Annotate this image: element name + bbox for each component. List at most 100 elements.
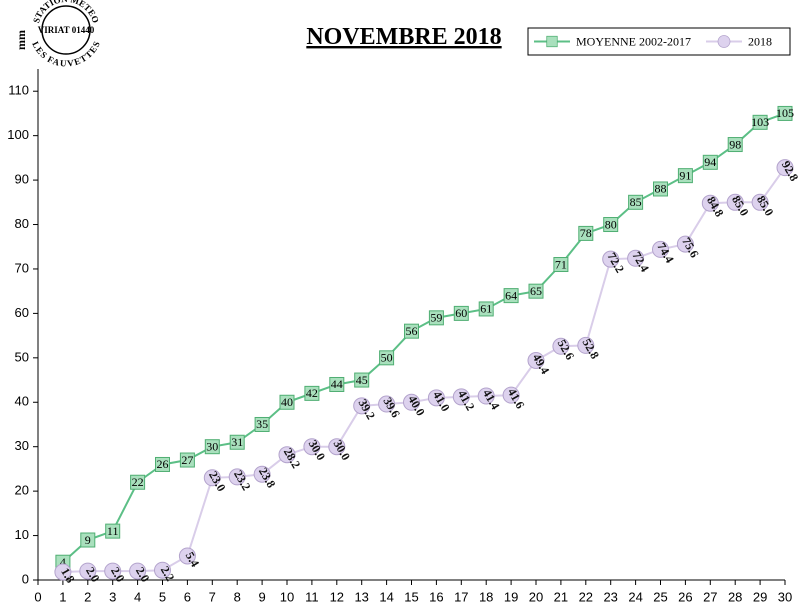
marker [727, 137, 743, 153]
marker [427, 389, 445, 407]
y-tick-label: 30 [15, 438, 29, 453]
data-label: 35 [256, 417, 268, 431]
x-tick-label: 21 [554, 589, 568, 604]
marker [553, 257, 569, 273]
y-tick-label: 20 [15, 483, 29, 498]
data-label: 2.2 [158, 564, 178, 584]
data-label: 50 [381, 351, 393, 365]
legend-marker [546, 35, 558, 48]
marker [303, 438, 321, 456]
marker [777, 105, 793, 121]
legend-marker [717, 35, 731, 48]
marker [204, 439, 220, 455]
data-label: 9 [85, 533, 91, 547]
x-tick-label: 5 [159, 589, 166, 604]
marker [478, 301, 494, 317]
x-tick-label: 19 [504, 589, 518, 604]
data-label: 103 [751, 115, 769, 129]
x-tick-label: 20 [529, 589, 543, 604]
chart-title: NOVEMBRE 2018 [306, 24, 501, 50]
y-tick-label: 90 [15, 172, 29, 187]
x-tick-label: 30 [778, 589, 792, 604]
marker [503, 288, 519, 304]
marker [677, 168, 693, 184]
marker [452, 388, 470, 406]
marker [403, 393, 420, 411]
marker [552, 337, 570, 355]
marker [602, 250, 620, 268]
marker [577, 336, 595, 354]
marker [502, 386, 520, 404]
x-tick-label: 15 [404, 589, 418, 604]
data-label: 60 [455, 306, 467, 320]
x-tick-label: 18 [479, 589, 493, 604]
marker [105, 523, 121, 539]
y-axis-label: mm [14, 30, 28, 50]
marker [155, 456, 170, 472]
y-tick-label: 110 [8, 83, 29, 98]
y-tick-label: 80 [15, 216, 29, 231]
x-tick-label: 4 [134, 589, 141, 604]
marker [129, 562, 147, 580]
data-label: 80 [605, 217, 617, 231]
marker [328, 438, 346, 456]
data-label: 71 [555, 257, 567, 271]
x-tick-label: 1 [59, 589, 66, 604]
x-tick-label: 14 [379, 589, 393, 604]
legend-box [527, 27, 791, 56]
data-label: 26 [157, 457, 169, 471]
y-tick-label: 50 [15, 349, 29, 364]
marker [726, 193, 744, 211]
marker [428, 310, 444, 326]
x-tick-label: 13 [354, 589, 368, 604]
data-label: 22 [132, 475, 144, 489]
x-tick-label: 11 [305, 589, 319, 604]
x-tick-label: 17 [454, 589, 468, 604]
marker [203, 469, 221, 487]
marker [653, 181, 668, 197]
y-tick-label: 60 [15, 305, 29, 320]
data-label: 85 [630, 195, 642, 209]
marker [652, 240, 669, 258]
x-tick-label: 0 [34, 589, 41, 604]
marker [304, 385, 320, 401]
marker [179, 452, 195, 468]
logo-top-text: STATION METEO [31, 0, 101, 24]
data-label: 5.4 [183, 549, 203, 569]
marker [379, 350, 395, 366]
data-label: 2.0 [108, 564, 128, 584]
marker [527, 351, 545, 369]
marker [378, 395, 396, 413]
marker [104, 562, 122, 580]
x-tick-label: 6 [184, 589, 191, 604]
data-label: 64 [505, 288, 517, 302]
data-label: 31 [231, 435, 243, 449]
data-label: 56 [406, 324, 418, 338]
data-label: 2.0 [83, 564, 103, 584]
y-tick-label: 70 [15, 260, 29, 275]
data-label: 59 [430, 311, 442, 325]
data-label: 98 [729, 137, 741, 151]
marker [752, 114, 768, 130]
logo: STATION METEO VIRIAT 01440 LES FAUVETTES [30, 0, 102, 69]
x-tick-label: 29 [753, 589, 767, 604]
marker [178, 547, 196, 565]
legend: MOYENNE 2002-2017 2018 [527, 27, 791, 56]
marker [154, 561, 171, 579]
marker [751, 193, 769, 211]
data-label: 11 [107, 524, 119, 538]
y-tick-label: 100 [7, 127, 29, 142]
data-label: 78 [580, 226, 592, 240]
x-tick-label: 10 [280, 589, 294, 604]
x-tick-label: 22 [579, 589, 593, 604]
x-tick-label: 12 [330, 589, 344, 604]
marker [528, 283, 544, 299]
marker [130, 474, 146, 490]
data-label: 94 [704, 155, 716, 169]
data-label: 1.8 [58, 565, 78, 585]
marker [54, 563, 72, 581]
x-tick-label: 25 [653, 589, 667, 604]
marker [477, 387, 495, 405]
marker [253, 465, 271, 483]
marker [627, 249, 645, 267]
